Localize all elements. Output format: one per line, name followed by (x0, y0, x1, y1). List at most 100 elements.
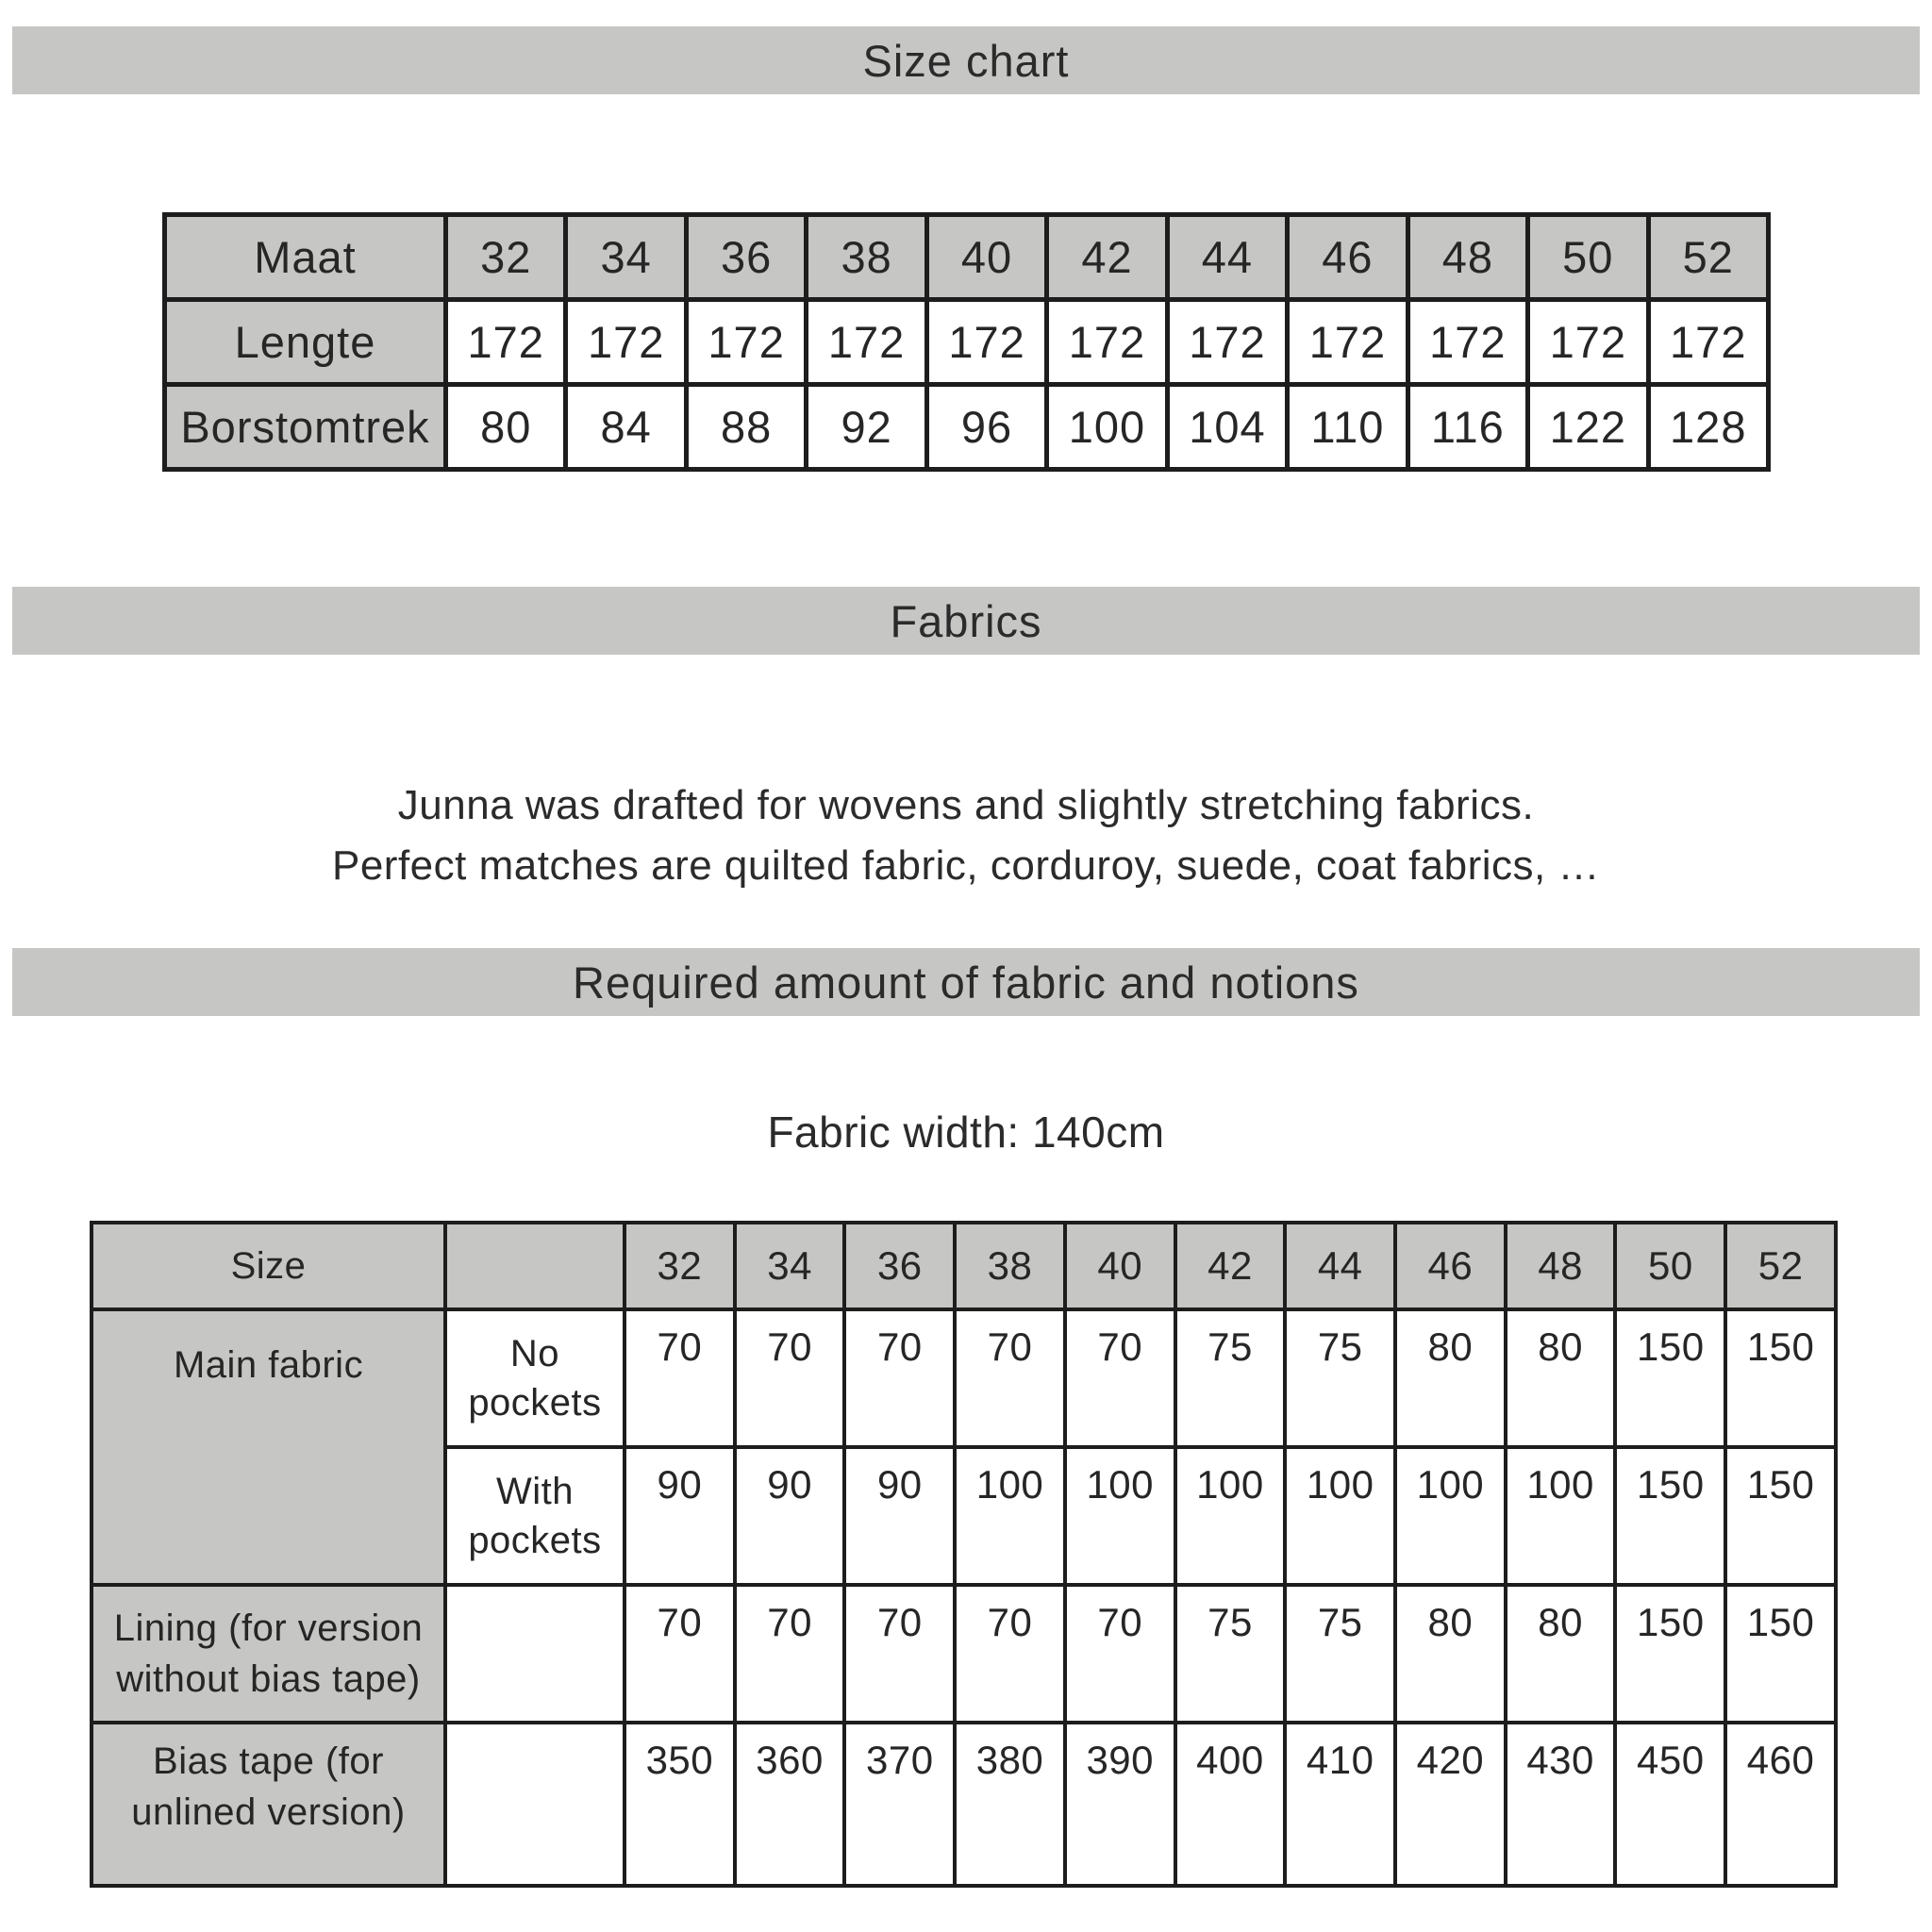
table-cell: 32 (442, 212, 569, 302)
table-cell: 50 (1613, 1221, 1728, 1311)
table-cell: 100 (953, 1445, 1067, 1587)
table-cell: 70 (732, 1583, 847, 1724)
table-cell: 46 (1393, 1221, 1507, 1311)
fabrics-description-line2: Perfect matches are quilted fabric, cord… (331, 842, 1600, 889)
table-cell: 90 (842, 1445, 958, 1587)
table-cell: 96 (924, 382, 1050, 472)
table-cell: 70 (953, 1583, 1067, 1724)
table-cell: 80 (1503, 1307, 1618, 1449)
table-cell: 400 (1173, 1721, 1288, 1888)
table-cell: 88 (683, 382, 809, 472)
column-header-empty (443, 1221, 626, 1311)
table-cell: 360 (732, 1721, 847, 1888)
table-cell: 150 (1613, 1583, 1728, 1724)
table-row-main-fabric-no-pockets: Main fabric No pockets 70 70 70 70 70 75 75 80 8… (90, 1307, 1838, 1587)
table-cell: 104 (1164, 382, 1291, 472)
table-cell: 420 (1393, 1721, 1507, 1888)
row-header-main-fabric: Main fabric (90, 1307, 447, 1587)
table-cell: 410 (1283, 1721, 1398, 1888)
row-header-maat: Maat (162, 212, 448, 302)
table-cell: 46 (1285, 212, 1410, 302)
table-cell: 80 (1503, 1583, 1618, 1724)
table-cell: 52 (1645, 212, 1772, 302)
table-cell: 172 (1405, 297, 1531, 387)
table-row-lengte: Lengte 172 172 172 172 172 172 172 172 172 172 172 (162, 297, 1772, 387)
row-header-lengte: Lengte (162, 297, 448, 387)
table-cell: 100 (1044, 382, 1170, 472)
section-header-fabrics: Fabrics (12, 587, 1920, 655)
table-cell: 150 (1613, 1307, 1728, 1449)
table-cell: 380 (953, 1721, 1067, 1888)
table-cell: 48 (1503, 1221, 1618, 1311)
table-cell: 52 (1724, 1221, 1838, 1311)
table-cell: 42 (1173, 1221, 1288, 1311)
table-cell: 50 (1525, 212, 1651, 302)
table-cell: 390 (1062, 1721, 1177, 1888)
table-cell: 84 (563, 382, 689, 472)
table-cell: 80 (1393, 1307, 1507, 1449)
table-cell: 70 (732, 1307, 847, 1449)
table-cell: 172 (1645, 297, 1772, 387)
table-cell: 370 (842, 1721, 958, 1888)
table-cell: 172 (1044, 297, 1170, 387)
section-title: Size chart (862, 35, 1070, 86)
row-header-borstomtrek: Borstomtrek (162, 382, 448, 472)
table-cell: 44 (1283, 1221, 1398, 1311)
table-cell: 70 (1062, 1583, 1177, 1724)
table-row-lining: Lining (for version without bias tape) 7… (90, 1583, 1838, 1724)
table-cell: 70 (623, 1307, 737, 1449)
sub-header-no-pockets: No pockets (443, 1307, 626, 1449)
table-cell: 150 (1724, 1307, 1838, 1449)
table-cell: 172 (924, 297, 1050, 387)
table-cell: 172 (804, 297, 929, 387)
table-cell: 90 (623, 1445, 737, 1587)
table-cell: 172 (683, 297, 809, 387)
table-cell: 172 (1285, 297, 1410, 387)
table-cell: 40 (1062, 1221, 1177, 1311)
table-cell: 172 (1525, 297, 1651, 387)
table-cell: 150 (1613, 1445, 1728, 1587)
table-cell: 350 (623, 1721, 737, 1888)
column-header-size: Size (90, 1221, 447, 1311)
table-cell: 75 (1173, 1307, 1288, 1449)
table-cell: 80 (442, 382, 569, 472)
table-cell: 75 (1173, 1583, 1288, 1724)
section-header-required-notions: Required amount of fabric and notions (12, 948, 1920, 1016)
table-cell: 128 (1645, 382, 1772, 472)
table-row-size-header: Size 32 34 36 38 40 42 44 46 48 50 52 (90, 1221, 1838, 1311)
table-cell: 90 (732, 1445, 847, 1587)
table-cell: 172 (563, 297, 689, 387)
notions-table: Size 32 34 36 38 40 42 44 46 48 50 52 Main fabric … (90, 1221, 1838, 1888)
table-cell: 172 (442, 297, 569, 387)
table-cell: 44 (1164, 212, 1291, 302)
table-row-borstomtrek: Borstomtrek 80 84 88 92 96 100 104 110 116 122 128 (162, 382, 1772, 472)
table-cell: 172 (1164, 297, 1291, 387)
size-chart-table: Maat 32 34 36 38 40 42 44 46 48 50 52 Lengte 172 17… (162, 212, 1772, 472)
fabrics-description-line1: Junna was drafted for wovens and slightl… (397, 782, 1535, 828)
section-title: Fabrics (890, 595, 1042, 646)
sub-header-with-pockets: With pockets (443, 1445, 626, 1587)
fabrics-description: Junna was drafted for wovens and slightl… (0, 775, 1932, 896)
table-cell: 36 (683, 212, 809, 302)
table-row-main-fabric-with-pockets: With pockets 90 90 90 100 100 100 100 100 100 150… (92, 1445, 1838, 1587)
table-cell: 70 (953, 1307, 1067, 1449)
empty-cell (443, 1583, 626, 1724)
section-title: Required amount of fabric and notions (573, 957, 1359, 1008)
table-cell: 40 (924, 212, 1050, 302)
table-cell: 116 (1405, 382, 1531, 472)
empty-cell (443, 1721, 626, 1888)
table-cell: 38 (953, 1221, 1067, 1311)
table-cell: 460 (1724, 1721, 1838, 1888)
table-cell: 430 (1503, 1721, 1618, 1888)
table-cell: 70 (623, 1583, 737, 1724)
table-cell: 70 (842, 1307, 958, 1449)
table-cell: 100 (1062, 1445, 1177, 1587)
row-header-bias-tape: Bias tape (for unlined version) (90, 1721, 447, 1888)
table-cell: 100 (1173, 1445, 1288, 1587)
table-cell: 150 (1724, 1583, 1838, 1724)
table-cell: 100 (1393, 1445, 1507, 1587)
table-cell: 34 (732, 1221, 847, 1311)
table-cell: 38 (804, 212, 929, 302)
table-cell: 70 (1062, 1307, 1177, 1449)
